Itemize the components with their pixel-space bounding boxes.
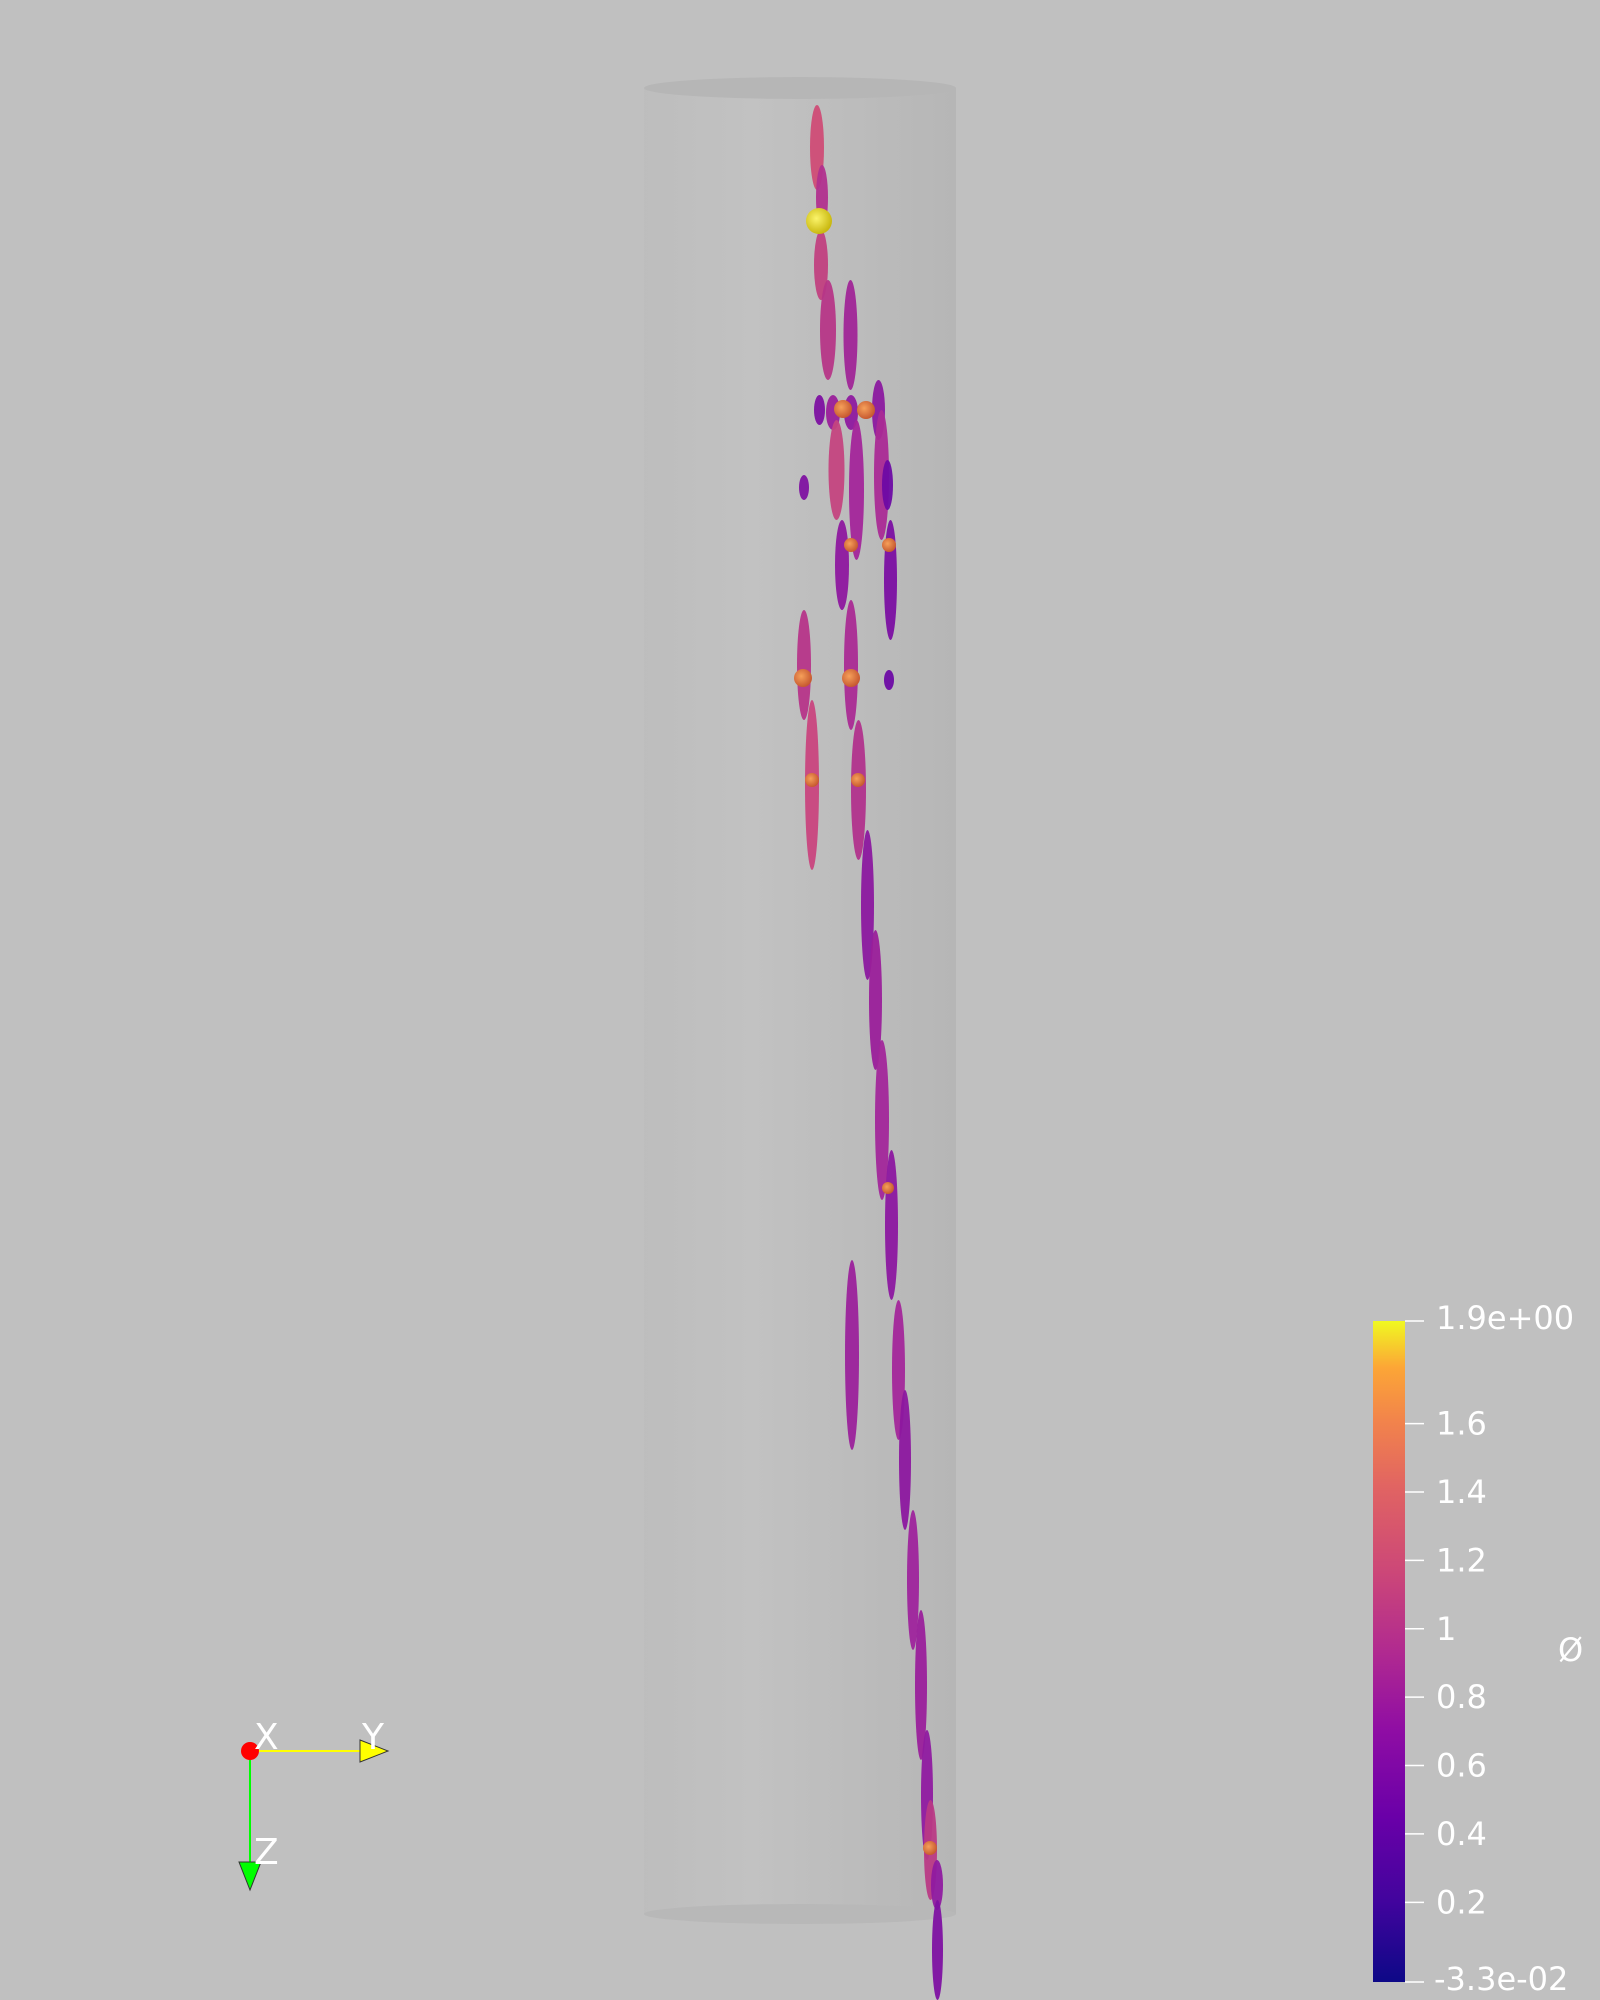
colorbar-min-label: -3.3e-02 [1434,1960,1568,1998]
fracture-node [842,669,860,687]
x-axis-label: X [254,1717,279,1758]
x-axis-marker [241,1742,259,1760]
fracture-segment [915,1610,927,1760]
cylinder-body [644,88,956,1914]
colorbar-tick-label: 0.2 [1436,1883,1487,1921]
isosurface-fractures [794,105,943,2000]
fracture-segment [835,520,849,610]
fracture-segment [931,1860,943,1910]
colorbar-ticks: 1.6 1.4 1.2 1 0.8 0.6 0.4 0.2 [1405,1320,1487,1983]
fracture-segment [845,1260,859,1450]
fracture-node [851,773,865,787]
y-axis-arrow [359,1739,390,1763]
fracture-segment [844,600,858,730]
fracture-segment [851,720,866,860]
cylinder-volume [644,77,956,1924]
fracture-node [923,1841,937,1855]
colorbar-tick-label: 0.8 [1436,1678,1487,1716]
fracture-segment [884,670,894,690]
fracture-segment [828,420,845,520]
colorbar-legend: 1.61.41.210.80.60.40.2 1.9e+00 -3.3e-02 … [1373,1299,1583,1998]
colorbar-tick-label: 1.2 [1436,1541,1487,1579]
fracture-segment [861,830,874,980]
fracture-segment [797,610,811,720]
fracture-node [794,669,812,687]
y-axis-label: Y [361,1717,385,1758]
colorbar-title: Ø [1558,1631,1583,1669]
fracture-segment [799,475,809,500]
fracture-segment [932,1900,943,2000]
fracture-segment [882,460,893,510]
z-axis-arrow [238,1861,262,1892]
cylinder-top-cap [644,77,956,99]
colorbar-tick-label: 0.6 [1436,1747,1487,1785]
z-axis-label: Z [254,1832,279,1873]
fracture-segment [885,1150,898,1300]
fracture-node [882,538,896,552]
fracture-node [844,538,858,552]
colorbar-tick-label: 1.6 [1436,1405,1487,1443]
orientation-axes: X Y Z [238,1717,390,1892]
fracture-node [805,773,819,787]
cylinder-bottom-cap [644,1904,956,1924]
fracture-segment [814,230,828,300]
colorbar-tick-label: 0.4 [1436,1815,1487,1853]
fracture-segment [875,1040,889,1200]
colorbar-gradient [1373,1321,1405,1982]
colorbar-tick-label: 1.4 [1436,1473,1487,1511]
colorbar-max-label: 1.9e+00 [1436,1299,1574,1337]
fracture-node [857,401,875,419]
fracture-segment [884,520,897,640]
fracture-segment [869,930,882,1070]
fracture-segment [843,280,858,390]
fracture-segment [849,420,864,560]
colorbar-tick-label: 1 [1436,1610,1456,1648]
fracture-segment [907,1510,919,1650]
fracture-node [806,208,832,234]
fracture-node [834,400,852,418]
fracture-segment [814,395,825,425]
fracture-segment [899,1390,911,1530]
fracture-node [882,1182,894,1194]
fracture-segment [820,280,836,380]
